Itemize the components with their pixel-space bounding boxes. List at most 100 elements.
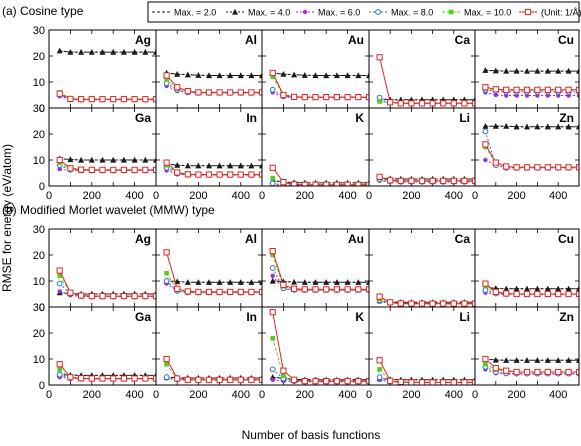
data-point [544,285,551,292]
data-point [206,162,212,169]
series-line [485,283,579,295]
panel-label: Li [459,310,470,324]
data-point [408,300,415,307]
data-point [270,175,275,181]
data-point [88,292,95,300]
data-point [333,72,340,79]
data-point [397,378,404,385]
data-point [344,181,351,186]
data-point [67,156,74,163]
data-point [534,123,541,130]
data-point [184,376,191,383]
panel-label: K [355,310,364,324]
data-point [216,89,223,96]
panel-label: In [246,310,257,324]
series-line [485,86,579,91]
data-point [555,285,562,292]
x-tick-label: 400 [232,389,250,401]
panel-label: Li [459,111,470,125]
data-point [57,289,62,294]
data-point [376,54,383,61]
series-line [166,75,262,93]
series-line [59,93,156,100]
panel-data [376,173,475,185]
data-point [281,373,286,379]
series-line [485,363,579,373]
data-point [355,279,362,285]
data-point [78,48,85,55]
data-point [323,181,330,186]
series-line [272,72,369,76]
data-point [280,91,287,99]
x-tick-label: 400 [338,389,356,401]
data-point [377,367,382,372]
data-point [312,93,319,101]
data-point [483,361,488,367]
data-point [248,72,255,79]
data-point [206,72,212,79]
panel-data [163,69,262,96]
data-point [184,288,191,295]
data-point [174,84,181,91]
data-point [523,86,531,93]
panel-al: Al [155,29,263,109]
data-point [344,279,351,285]
legend-label: Max. = 8.0 [391,8,433,18]
data-point [555,123,562,130]
data-point [195,72,202,78]
data-point [301,93,308,101]
data-point [291,285,298,292]
data-point [248,171,255,178]
series-line [59,91,156,100]
series-line [272,72,369,98]
data-point [503,367,510,374]
legend-label: (Unit: 1/Å) [541,8,581,18]
data-point [513,123,520,130]
panel-data [56,47,156,103]
data-point [248,89,255,96]
data-point [269,366,276,373]
x-tick-label: 200 [296,190,314,202]
data-point [523,164,531,171]
data-point [312,72,319,79]
data-point [366,279,369,285]
series-line [379,176,475,182]
data-point [355,93,362,101]
data-point [184,162,191,169]
y-tick-label: 10 [33,276,45,288]
legend-label: Max. = 4.0 [248,8,290,18]
panel-label: Au [348,232,364,246]
data-point [482,123,489,129]
data-point [513,86,520,93]
data-point [524,357,530,363]
series-line [379,98,475,101]
data-point [195,288,202,296]
data-point [503,163,510,170]
panel-label: Cu [558,232,574,246]
data-point [163,355,170,363]
data-point [482,84,489,91]
data-point [418,100,426,107]
data-point [575,290,579,298]
data-point [237,288,244,296]
data-point [301,181,308,186]
data-point [565,164,572,171]
series-line [485,368,579,375]
series-line [59,159,156,171]
panel-zn: 0 200 400 Zn [472,107,580,202]
x-tick-label: 0 [366,190,372,202]
series-line [485,358,579,373]
data-point [269,309,276,316]
data-point [355,72,362,79]
series-line [166,358,262,381]
x-tick-label: 200 [507,389,525,401]
data-point [376,374,383,381]
data-point [344,378,351,385]
data-point [142,96,149,103]
legend-item-1: Max. = 4.0 [226,8,290,18]
data-point [301,279,308,285]
data-point [280,367,287,374]
data-point [492,288,499,296]
legend-item-3: Max. = 8.0 [369,8,433,18]
data-point [227,376,234,383]
